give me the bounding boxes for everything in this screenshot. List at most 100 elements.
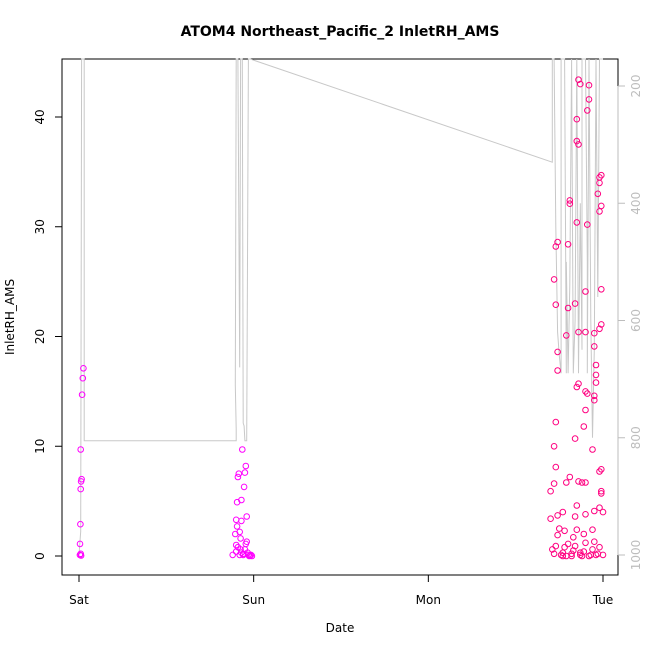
data-point [580,548,588,555]
data-point [598,487,605,495]
data-point [234,473,242,481]
data-point [77,485,84,493]
data-point [582,328,589,336]
data-point [578,552,586,560]
data-point [571,435,579,442]
data-point [229,551,236,559]
y2-tick-label: 800 [629,426,643,449]
x-tick-label: Tue [592,593,614,607]
data-point [77,552,85,559]
data-point [77,520,84,528]
data-point [564,241,572,248]
data-point [592,361,600,369]
data-point [591,329,598,337]
data-point [246,552,253,560]
data-point [584,390,591,397]
data-point [78,391,86,399]
data-point [232,516,240,524]
data-point [582,288,589,295]
data-point [577,80,584,88]
data-point [554,512,561,519]
y-axis: 0 10 20 30 40 [33,109,63,560]
data-point [547,515,554,523]
data-point [585,552,593,560]
data-point [582,479,589,486]
data-point [580,423,588,430]
data-point [591,392,598,400]
series-line-path [78,58,603,556]
data-point [248,552,256,560]
data-point [570,534,577,541]
data-point [561,543,568,551]
data-point [78,475,85,483]
data-point [591,343,598,350]
data-point [573,502,581,509]
data-point [592,551,600,559]
data-point [575,478,582,485]
data-point [582,406,589,414]
data-point [563,479,570,486]
data-point [556,525,563,532]
data-point [594,190,602,198]
data-point [568,550,575,558]
data-point [554,238,561,246]
data-point [573,383,581,391]
data-point [598,321,605,328]
data-point [559,508,567,516]
data-point [596,325,603,333]
y-tick-label: 40 [33,109,47,124]
data-point [566,200,574,207]
data-point [598,490,605,497]
data-point [571,513,579,520]
data-point [554,367,561,374]
data-point [561,527,568,535]
data-point [235,470,243,478]
data-point [239,446,246,453]
data-point [552,301,560,309]
data-point [568,552,575,560]
data-point [585,96,593,103]
data-point [573,526,581,534]
x-tick-label: Mon [416,593,441,607]
data-point [552,243,560,250]
y2-tick-label: 400 [629,192,643,215]
data-point [240,483,248,491]
data-point [77,446,84,453]
data-point [598,202,605,210]
data-point [79,374,87,382]
y-tick-label: 30 [33,219,47,234]
data-point [550,276,558,283]
plot-frame [61,58,619,576]
data-point [596,504,603,512]
data-point [571,542,579,550]
y2-tick-label: 1000 [629,540,643,571]
data-point [238,517,245,525]
data-point [596,543,603,551]
data-point [584,221,591,228]
data-point [598,466,605,473]
data-point [582,539,589,547]
data-point [582,511,589,518]
data-point [599,551,607,559]
data-point [584,107,591,114]
data-point [80,365,87,372]
y-tick-label: 20 [33,329,47,344]
data-point [237,535,244,542]
data-point [237,546,244,553]
data-point [552,418,560,426]
data-point [233,523,241,530]
data-point [573,219,581,226]
data-point [236,528,243,536]
x-axis: Sat Sun Mon Tue [69,574,614,607]
data-point [554,348,561,356]
data-point [547,487,554,495]
data-point [573,115,581,123]
data-point [575,380,582,388]
data-point [76,540,84,548]
data-point [571,300,579,307]
data-point [592,379,600,386]
data-point [591,507,598,515]
data-point [596,179,603,187]
data-point [592,371,600,379]
